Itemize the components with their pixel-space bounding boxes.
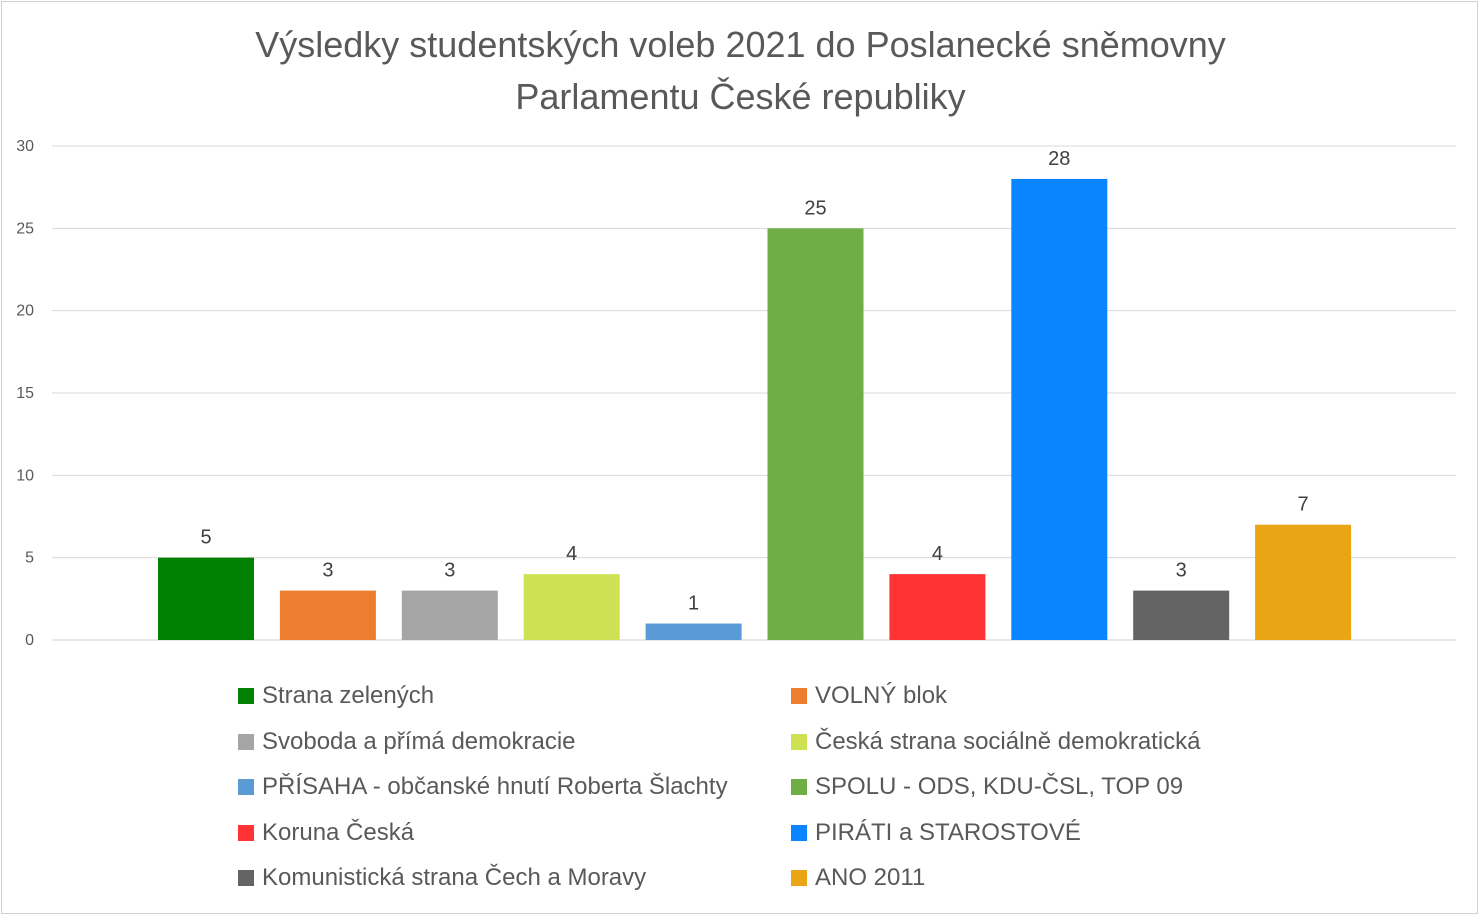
legend-swatch bbox=[238, 870, 254, 886]
legend-item: VOLNÝ blok bbox=[791, 681, 947, 711]
bar bbox=[401, 590, 498, 640]
legend-label: PŘÍSAHA - občanské hnutí Roberta Šlachty bbox=[262, 773, 728, 800]
legend-item: ANO 2011 bbox=[791, 863, 925, 893]
bar bbox=[767, 228, 864, 641]
legend-label: Česká strana sociálně demokratická bbox=[815, 727, 1201, 755]
bar bbox=[523, 574, 620, 640]
bar bbox=[645, 623, 742, 640]
legend-label: SPOLU - ODS, KDU-ČSL, TOP 09 bbox=[815, 773, 1184, 800]
legend-label: Komunistická strana Čech a Moravy bbox=[262, 864, 647, 891]
bar bbox=[158, 557, 254, 640]
legend-label: Strana zelených bbox=[262, 682, 435, 709]
bar-data-label: 3 bbox=[322, 560, 333, 582]
legend-swatch bbox=[238, 779, 254, 795]
legend-swatch bbox=[791, 824, 807, 841]
chart-title-line-1: Výsledky studentských voleb 2021 do Posl… bbox=[255, 24, 1226, 65]
bar bbox=[1255, 524, 1352, 640]
bar bbox=[279, 590, 376, 640]
legend-item: PIRÁTI a STAROSTOVÉ bbox=[791, 818, 1081, 848]
legend-label: Koruna Česká bbox=[262, 818, 415, 846]
legend-item: Koruna Česká bbox=[238, 818, 414, 848]
legend-label: VOLNÝ blok bbox=[815, 682, 948, 709]
bar-data-label: 3 bbox=[444, 560, 455, 582]
bar-data-label: 3 bbox=[1176, 560, 1187, 582]
bar-data-label: 4 bbox=[932, 543, 943, 565]
legend-item: Komunistická strana Čech a Moravy bbox=[238, 863, 646, 893]
bar-data-label: 28 bbox=[1048, 148, 1070, 170]
legend-item: Strana zelených bbox=[238, 681, 434, 711]
legend-label: Svoboda a přímá demokracie bbox=[262, 727, 576, 755]
legend-item: Svoboda a přímá demokracie bbox=[238, 727, 576, 757]
legend-swatch bbox=[791, 733, 807, 750]
legend-label: ANO 2011 bbox=[815, 864, 926, 891]
legend-label: PIRÁTI a STAROSTOVÉ bbox=[815, 818, 1081, 846]
legend-swatch bbox=[238, 733, 254, 750]
y-tick-label: 5 bbox=[25, 550, 34, 567]
legend-swatch bbox=[238, 688, 254, 704]
legend-swatch bbox=[791, 688, 807, 704]
chart-title-line-2: Parlamentu České republiky bbox=[515, 76, 966, 117]
legend-swatch bbox=[791, 779, 807, 795]
bar bbox=[1133, 590, 1230, 640]
legend-item: SPOLU - ODS, KDU-ČSL, TOP 09 bbox=[791, 772, 1183, 802]
y-tick-label: 25 bbox=[16, 220, 34, 237]
bar bbox=[1011, 178, 1108, 640]
bar-data-label: 7 bbox=[1298, 494, 1309, 516]
legend-item: PŘÍSAHA - občanské hnutí Roberta Šlachty bbox=[238, 772, 728, 802]
legend-swatch bbox=[238, 824, 254, 841]
y-tick-label: 15 bbox=[16, 385, 34, 402]
legend-swatch bbox=[791, 870, 807, 886]
bar bbox=[889, 574, 986, 640]
bar-data-label: 25 bbox=[804, 197, 826, 219]
y-tick-label: 10 bbox=[16, 467, 34, 484]
y-tick-label: 20 bbox=[16, 303, 34, 320]
bar-data-label: 1 bbox=[688, 593, 699, 615]
legend-item: Česká strana sociálně demokratická bbox=[791, 727, 1201, 757]
y-tick-label: 30 bbox=[16, 138, 34, 155]
bar-data-label: 5 bbox=[200, 527, 211, 549]
bar-data-label: 4 bbox=[566, 543, 577, 565]
y-tick-label: 0 bbox=[25, 632, 34, 649]
